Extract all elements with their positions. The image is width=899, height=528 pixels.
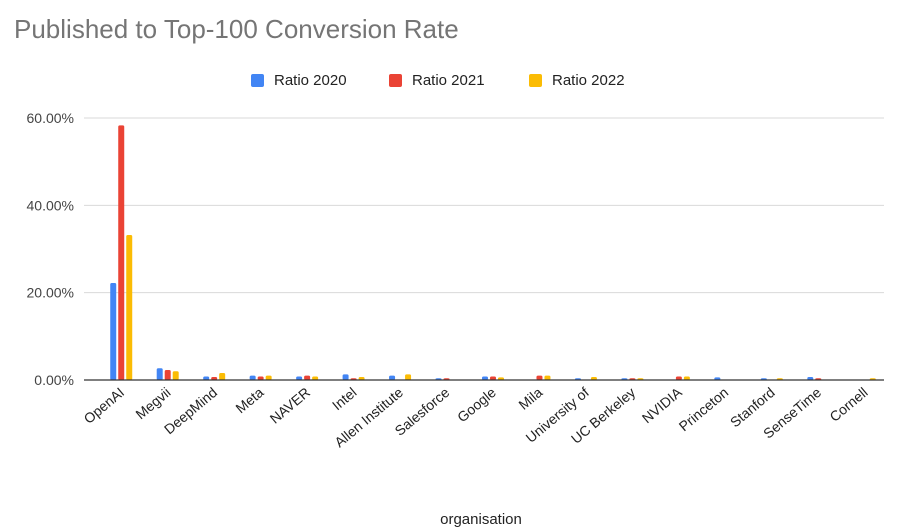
chart-legend: Ratio 2020 Ratio 2021 Ratio 2022	[0, 68, 899, 92]
bar-allen-institute-0[interactable]	[389, 375, 396, 380]
bar-naver-1[interactable]	[304, 375, 311, 380]
legend-label-2022: Ratio 2022	[552, 71, 625, 89]
bars-layer	[110, 125, 876, 380]
bar-sensetime-0[interactable]	[807, 376, 814, 380]
bar-intel-0[interactable]	[342, 374, 349, 380]
bar-deepmind-2[interactable]	[219, 373, 226, 380]
bar-intel-2[interactable]	[358, 376, 365, 380]
bar-openai-0[interactable]	[110, 283, 117, 380]
legend-swatch-2022	[529, 73, 542, 87]
x-tick-label-meta: Meta	[232, 384, 266, 416]
bar-openai-1[interactable]	[118, 125, 125, 380]
legend-item-ratio-2020[interactable]: Ratio 2020	[251, 68, 347, 92]
bar-naver-2[interactable]	[312, 376, 319, 380]
bar-google-1[interactable]	[490, 376, 496, 380]
x-tick-label-princeton: Princeton	[676, 384, 732, 434]
bar-mila-2[interactable]	[544, 375, 551, 380]
x-tick-label-naver: NAVER	[267, 384, 313, 427]
bar-princeton-0[interactable]	[714, 377, 721, 380]
legend-item-ratio-2021[interactable]: Ratio 2021	[389, 68, 485, 92]
x-tick-label-megvii: Megvii	[132, 384, 173, 422]
x-tick-label-mila: Mila	[515, 384, 545, 413]
bar-mila-1[interactable]	[536, 375, 543, 380]
y-tick-label-0: 0.00%	[34, 372, 74, 388]
x-tick-label-openai: OpenAI	[81, 384, 128, 427]
x-axis-title: organisation	[440, 511, 522, 528]
grid-layer	[84, 117, 884, 294]
y-tick-label-3: 60.00%	[27, 110, 74, 126]
bar-naver-0[interactable]	[296, 376, 303, 380]
y-tick-label-1: 20.00%	[27, 285, 74, 301]
bar-meta-1[interactable]	[257, 376, 264, 380]
legend-item-ratio-2022[interactable]: Ratio 2022	[529, 68, 625, 92]
bar-megvii-1[interactable]	[164, 369, 171, 380]
bar-megvii-2[interactable]	[172, 371, 179, 380]
bar-deepmind-0[interactable]	[203, 376, 210, 380]
labels-layer: 0.00%20.00%40.00%60.00%OpenAI MegviiDeepM…	[27, 110, 871, 450]
legend-label-2021: Ratio 2021	[412, 71, 485, 89]
bar-meta-2[interactable]	[265, 375, 272, 380]
y-tick-label-2: 40.00%	[27, 197, 74, 213]
bar-megvii-0[interactable]	[156, 368, 163, 380]
bar-nvidia-1[interactable]	[675, 376, 682, 380]
bar-nvidia-2[interactable]	[683, 376, 690, 380]
bar-allen-institute-2[interactable]	[405, 374, 412, 380]
bar-meta-0[interactable]	[249, 375, 256, 380]
bar-google-0[interactable]	[482, 376, 488, 380]
x-tick-label-intel: Intel	[329, 384, 360, 413]
chart-title: Published to Top-100 Conversion Rate	[14, 14, 459, 44]
legend-swatch-2020	[251, 73, 264, 87]
x-tick-label-cornell: Cornell	[826, 384, 870, 425]
legend-label-2020: Ratio 2020	[274, 71, 347, 89]
legend-swatch-2021	[389, 73, 402, 87]
bar-openai-2[interactable]	[126, 235, 133, 380]
x-tick-label-google: Google	[454, 384, 499, 425]
bar-deepmind-1[interactable]	[211, 376, 218, 380]
bar-university-of-2[interactable]	[590, 376, 597, 380]
bar-google-2[interactable]	[498, 377, 504, 380]
